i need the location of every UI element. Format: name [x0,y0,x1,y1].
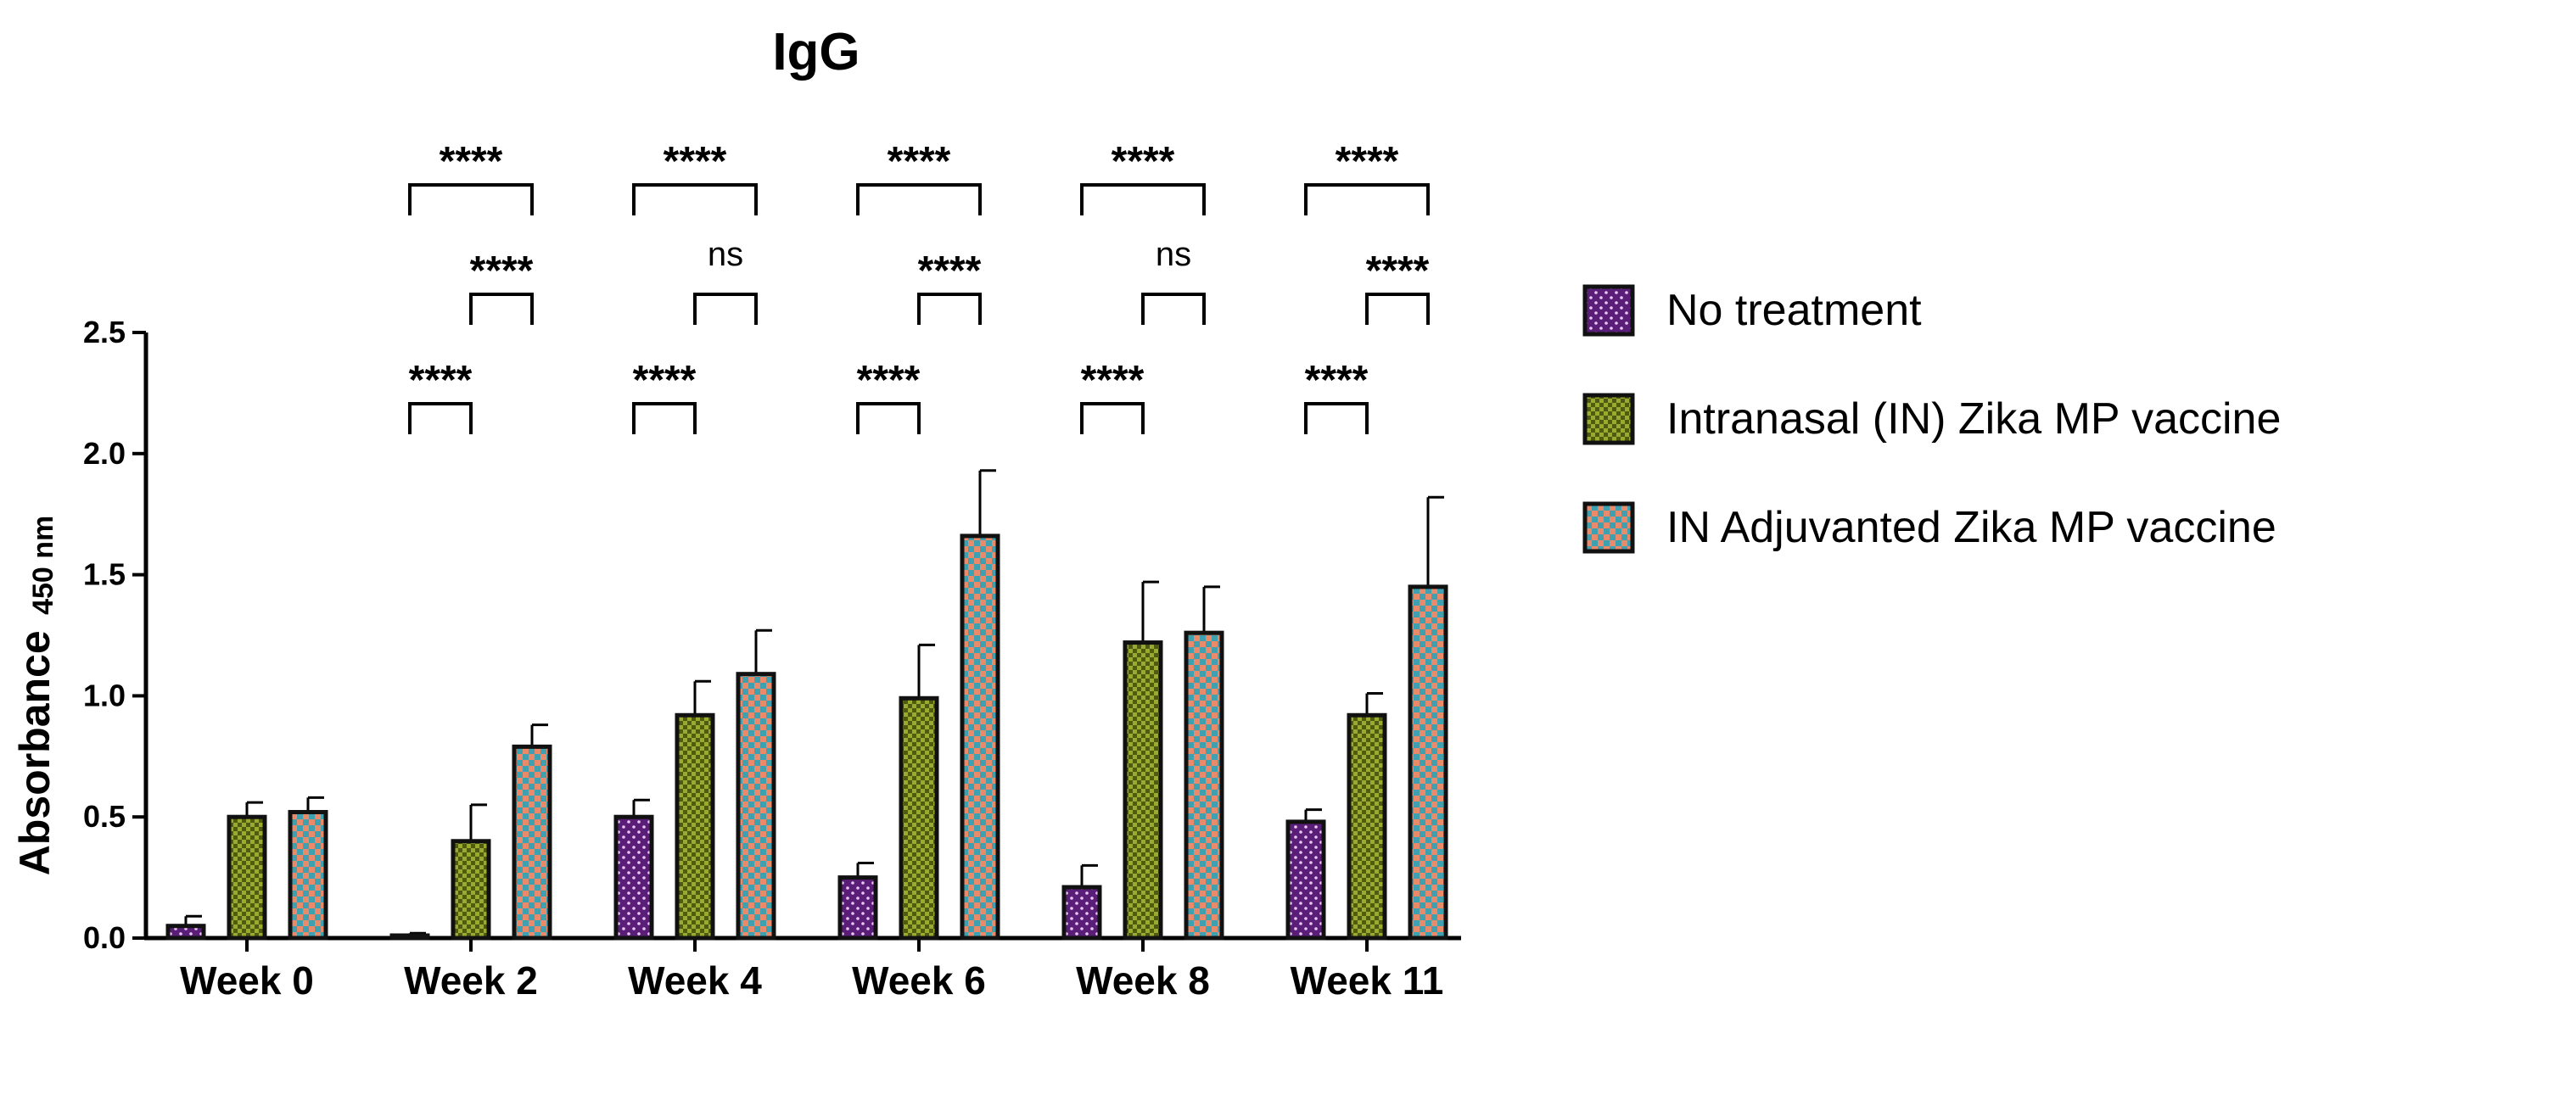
significance-label: ns [1156,236,1191,273]
significance-label: **** [1366,249,1430,293]
legend-swatch [1582,501,1635,554]
bar [1408,584,1448,941]
bar [165,924,206,941]
bar [227,814,267,941]
significance-brackets: **** **** **** **** ns **** **** **** **** **** ns… [408,139,1430,434]
legend-swatch [1582,393,1635,445]
significance-bracket [1304,402,1369,434]
significance-label: **** [1305,358,1369,403]
significance-label: **** [664,139,727,184]
significance-label: **** [857,358,921,403]
significance-label: **** [918,249,982,293]
bar [960,533,1000,941]
bar [736,672,776,941]
bar [613,814,654,941]
significance-bracket [856,402,921,434]
significance-label: **** [888,139,951,184]
significance-label: ns [708,236,743,273]
x-tick-label: Week 0 [180,958,314,1003]
legend-label: Intranasal (IN) Zika MP vaccine [1666,394,2281,444]
svg-text:Absorbance 450 nm: Absorbance 450 nm [11,516,59,876]
y-tick-label: 1.5 [83,557,126,592]
bar [512,744,552,941]
x-tick-label: Week 4 [628,958,762,1003]
bar [1184,630,1224,941]
y-axis-label: Absorbance 450 nm [11,516,59,876]
bar [1123,640,1163,941]
significance-bracket [1080,183,1206,215]
legend: No treatment Intranasal (IN) Zika MP vacc… [1582,284,2281,554]
significance-bracket [632,402,697,434]
y-tick-label: 0.0 [83,920,126,955]
axes: 0.0 0.5 1.0 1.5 2.0 2.5 Week 0 Week 2 Week 4 Week… [83,315,1461,1003]
bar [899,695,939,941]
significance-bracket [693,293,758,325]
y-tick-label: 1.0 [83,678,126,712]
significance-bracket [1080,402,1145,434]
legend-label: No treatment [1666,286,1922,335]
bar [389,933,430,941]
significance-label: **** [470,249,534,293]
bars [165,469,1448,941]
x-tick-label: Week 6 [852,958,986,1003]
x-tick-label: Week 11 [1291,958,1444,1003]
significance-bracket [632,183,758,215]
y-tick-label: 2.0 [83,436,126,471]
significance-label: **** [633,358,697,403]
significance-bracket [408,183,534,215]
x-tick-label: Week 2 [404,958,538,1003]
y-tick-label: 0.5 [83,799,126,834]
bar [1347,712,1387,941]
significance-bracket [1365,293,1430,325]
x-tick-label: Week 8 [1076,958,1210,1003]
y-axis-subscript: 450 nm [27,516,59,615]
bar [837,875,878,941]
significance-label: **** [1336,139,1399,184]
bar [288,809,328,941]
bar [1285,819,1326,941]
bar [675,712,715,941]
legend-swatch [1582,284,1635,337]
significance-bracket [469,293,534,325]
bar [1061,885,1102,941]
significance-bracket [1304,183,1430,215]
significance-label: **** [1081,358,1145,403]
chart-title: IgG [772,23,860,81]
significance-label: **** [440,139,503,184]
y-axis-title: Absorbance [11,630,59,875]
significance-bracket [408,402,473,434]
significance-bracket [917,293,982,325]
bar [451,839,491,941]
y-tick-label: 2.5 [83,315,126,349]
significance-label: **** [409,358,473,403]
significance-label: **** [1112,139,1175,184]
significance-bracket [1141,293,1206,325]
significance-bracket [856,183,982,215]
legend-label: IN Adjuvanted Zika MP vaccine [1666,503,2276,552]
